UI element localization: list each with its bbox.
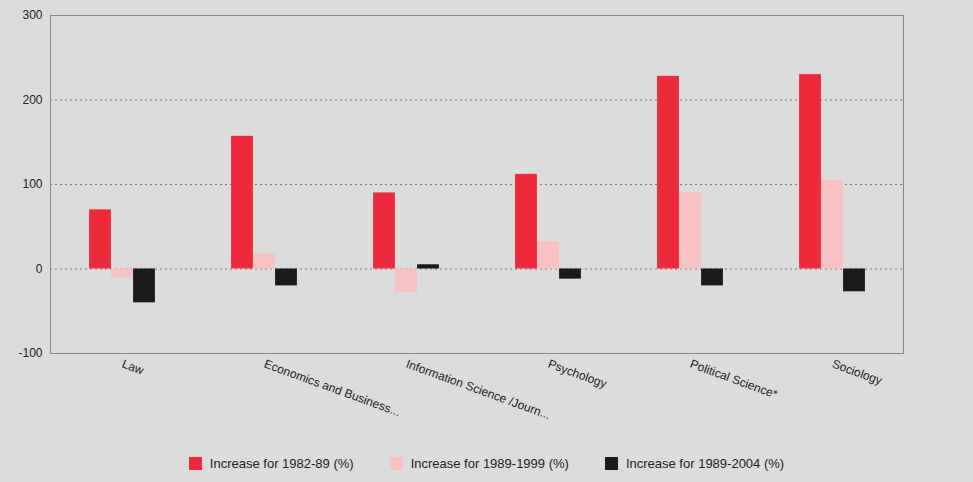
svg-text:200: 200	[22, 93, 42, 107]
html-text:Increase for 1989-2004 (%): Increase for 1989-2004 (%)	[625, 455, 785, 471]
svg-text:100: 100	[22, 177, 42, 191]
svg-text:Sociology: Sociology	[830, 357, 884, 388]
svg-text:Psychology: Psychology	[546, 357, 608, 391]
svg-text:300: 300	[22, 8, 42, 22]
svg-text:Law: Law	[120, 357, 146, 378]
svg-text:Economics and Business...: Economics and Business...	[262, 357, 402, 419]
svg-text:Political Science*: Political Science*	[688, 357, 780, 402]
html-text:Increase for 1989-1999 (%): Increase for 1989-1999 (%)	[410, 455, 569, 471]
svg-text:Information Science /Journ...: Information Science /Journ...	[404, 357, 552, 422]
svg-text:0: 0	[36, 262, 43, 276]
svg-text:-100: -100	[18, 346, 42, 360]
html-text:Increase for 1982-89 (%): Increase for 1982-89 (%)	[209, 455, 354, 471]
